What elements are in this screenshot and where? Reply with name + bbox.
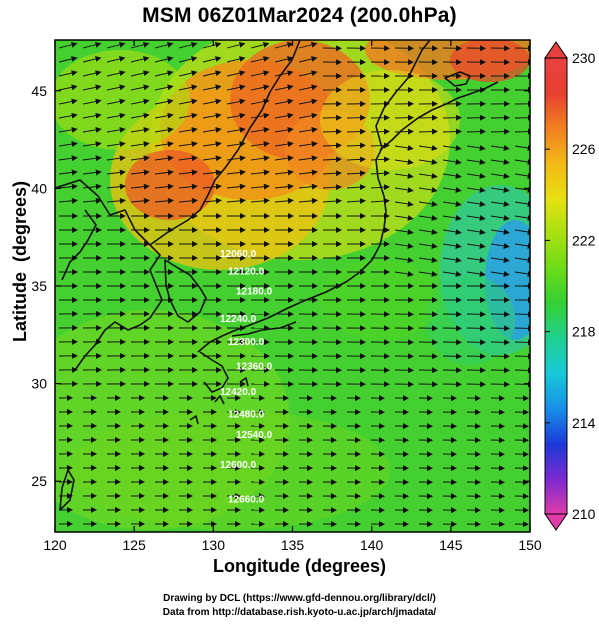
colorbar-max-triangle bbox=[545, 42, 567, 58]
temperature-shading bbox=[10, 20, 560, 532]
y-tick-label: 40 bbox=[31, 180, 47, 196]
wind-arrow bbox=[443, 131, 461, 132]
wind-arrow bbox=[371, 131, 389, 132]
x-tick-label: 130 bbox=[202, 537, 226, 553]
colorbar-tick-label: 214 bbox=[572, 415, 596, 431]
x-tick-label: 140 bbox=[360, 537, 384, 553]
drawing-credit: Drawing by DCL (https://www.gfd-dennou.o… bbox=[0, 593, 599, 604]
contour-label: 12480.0 bbox=[228, 409, 265, 420]
x-axis-label: Longitude (degrees) bbox=[0, 556, 599, 577]
data-credit: Data from http://database.rish.kyoto-u.a… bbox=[0, 607, 599, 618]
contour-label: 12420.0 bbox=[220, 387, 257, 398]
colorbar-tick-label: 230 bbox=[572, 50, 596, 66]
wind-arrow bbox=[323, 131, 341, 132]
wind-arrow bbox=[419, 131, 437, 132]
x-tick-label: 120 bbox=[43, 537, 67, 553]
wind-arrow bbox=[347, 131, 365, 132]
y-tick-label: 45 bbox=[31, 83, 47, 99]
y-axis-label-text: Latitude (degrees) bbox=[10, 181, 30, 342]
colorbar-tick-label: 218 bbox=[572, 324, 596, 340]
colorbar-tick-label: 210 bbox=[572, 506, 596, 522]
y-tick-label: 25 bbox=[31, 473, 47, 489]
x-tick-label: 125 bbox=[122, 537, 146, 553]
wind-arrow bbox=[491, 131, 509, 132]
colorbar: 230 226 222 218 214 210 bbox=[545, 42, 596, 530]
contour-label: 12540.0 bbox=[236, 430, 273, 441]
x-tick-label: 135 bbox=[281, 537, 305, 553]
wind-arrow bbox=[395, 131, 413, 132]
contour-label: 12060.0 bbox=[220, 249, 257, 260]
wind-arrow bbox=[467, 131, 485, 132]
x-tick-label: 145 bbox=[439, 537, 463, 553]
map-title: MSM 06Z01Mar2024 (200.0hPa) bbox=[0, 4, 599, 28]
y-axis-label: Latitude (degrees) bbox=[10, 222, 34, 342]
colorbar-tick-label: 226 bbox=[572, 141, 596, 157]
x-tick-label: 150 bbox=[518, 537, 542, 553]
colorbar-tick-label: 222 bbox=[572, 232, 596, 248]
contour-label: 12360.0 bbox=[236, 362, 273, 373]
contour-label: 12180.0 bbox=[236, 287, 273, 298]
colorbar-min-triangle bbox=[545, 514, 567, 530]
colorbar-scale bbox=[545, 58, 567, 514]
contour-label: 12660.0 bbox=[228, 494, 265, 505]
contour-label: 12300.0 bbox=[228, 337, 265, 348]
y-tick-label: 30 bbox=[31, 376, 47, 392]
contour-label: 12600.0 bbox=[220, 460, 257, 471]
contour-label: 12120.0 bbox=[228, 266, 265, 277]
contour-label: 12240.0 bbox=[220, 314, 257, 325]
